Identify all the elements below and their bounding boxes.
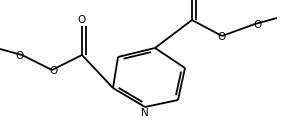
Text: O: O [253,20,261,30]
Text: O: O [217,32,225,42]
Text: O: O [16,51,24,61]
Text: N: N [141,108,149,118]
Text: O: O [77,15,85,25]
Text: O: O [49,66,57,76]
